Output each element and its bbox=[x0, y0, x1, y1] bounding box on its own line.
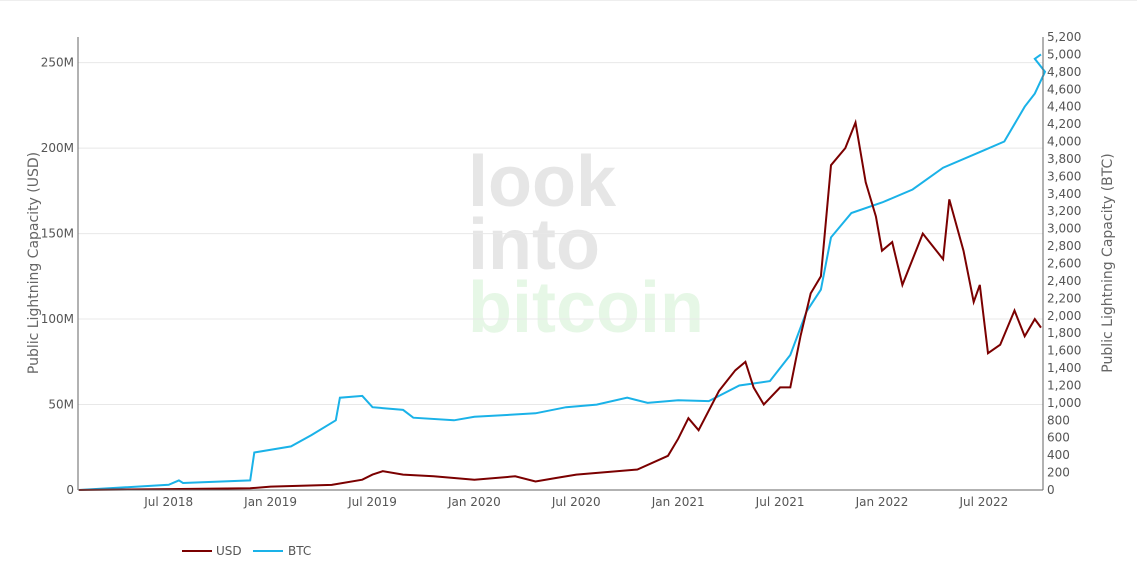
y-right-tick-label: 3,000 bbox=[1047, 222, 1081, 236]
y-left-tick-label: 200M bbox=[41, 141, 74, 155]
y-right-tick-label: 200 bbox=[1047, 466, 1070, 480]
watermark-bitcoin: bitcoin bbox=[468, 268, 704, 348]
x-tick-label: Jan 2019 bbox=[243, 495, 297, 509]
y-right-tick-label: 5,000 bbox=[1047, 47, 1081, 61]
y-left-tick-label: 0 bbox=[66, 483, 74, 497]
y-right-tick-label: 2,000 bbox=[1047, 309, 1081, 323]
x-tick-label: Jul 2019 bbox=[347, 495, 397, 509]
x-tick-label: Jan 2022 bbox=[855, 495, 909, 509]
y-right-tick-label: 4,600 bbox=[1047, 82, 1081, 96]
y-right-tick-label: 1,800 bbox=[1047, 326, 1081, 340]
series-line-usd bbox=[78, 118, 1042, 491]
y-right-axis-label: Public Lightning Capacity (BTC) bbox=[1100, 153, 1116, 372]
x-tick-label: Jul 2020 bbox=[551, 495, 601, 509]
y-right-tick-label: 2,200 bbox=[1047, 291, 1081, 305]
y-right-tick-label: 4,000 bbox=[1047, 135, 1081, 149]
legend-item-usd[interactable]: USD bbox=[182, 544, 242, 558]
y-right-tick-label: 600 bbox=[1047, 431, 1070, 445]
y-right-tick-label: 1,400 bbox=[1047, 361, 1081, 375]
y-right-tick-label: 1,200 bbox=[1047, 378, 1081, 392]
x-tick-label: Jan 2020 bbox=[447, 495, 501, 509]
y-right-tick-label: 2,800 bbox=[1047, 239, 1081, 253]
y-right-tick-label: 1,600 bbox=[1047, 344, 1081, 358]
y-left-axis-label: Public Lightning Capacity (USD) bbox=[26, 152, 42, 374]
y-right-tick-label: 400 bbox=[1047, 448, 1070, 462]
y-right-tick-label: 2,600 bbox=[1047, 257, 1081, 271]
y-right-tick-label: 2,400 bbox=[1047, 274, 1081, 288]
legend-label-usd: USD bbox=[216, 544, 242, 558]
x-tick-label: Jul 2021 bbox=[755, 495, 805, 509]
x-tick-label: Jul 2022 bbox=[958, 495, 1008, 509]
y-right-tick-label: 0 bbox=[1047, 483, 1055, 497]
y-right-tick-label: 4,200 bbox=[1047, 117, 1081, 131]
watermark-into: into bbox=[468, 205, 600, 285]
legend-item-btc[interactable]: BTC bbox=[253, 544, 311, 558]
y-right-tick-label: 3,400 bbox=[1047, 187, 1081, 201]
y-left-tick-label: 250M bbox=[41, 56, 74, 70]
y-right-tick-label: 800 bbox=[1047, 413, 1070, 427]
y-left-tick-label: 50M bbox=[48, 398, 74, 412]
legend: USD BTC bbox=[182, 544, 311, 558]
y-right-tick-label: 5,200 bbox=[1047, 30, 1081, 44]
y-right-tick-label: 4,400 bbox=[1047, 100, 1081, 114]
y-right-tick-label: 3,800 bbox=[1047, 152, 1081, 166]
y-left-tick-label: 100M bbox=[41, 312, 74, 326]
y-right-tick-label: 3,600 bbox=[1047, 169, 1081, 183]
series-line-btc bbox=[78, 53, 1047, 491]
x-tick-label: Jul 2018 bbox=[143, 495, 193, 509]
y-right-tick-label: 1,000 bbox=[1047, 396, 1081, 410]
watermark-look: look bbox=[468, 142, 617, 222]
legend-label-btc: BTC bbox=[288, 544, 311, 558]
y-right-tick-label: 4,800 bbox=[1047, 65, 1081, 79]
y-left-tick-label: 150M bbox=[41, 227, 74, 241]
watermark: look into bitcoin bbox=[468, 142, 704, 348]
y-right-tick-label: 3,200 bbox=[1047, 204, 1081, 218]
x-tick-label: Jan 2021 bbox=[651, 495, 705, 509]
